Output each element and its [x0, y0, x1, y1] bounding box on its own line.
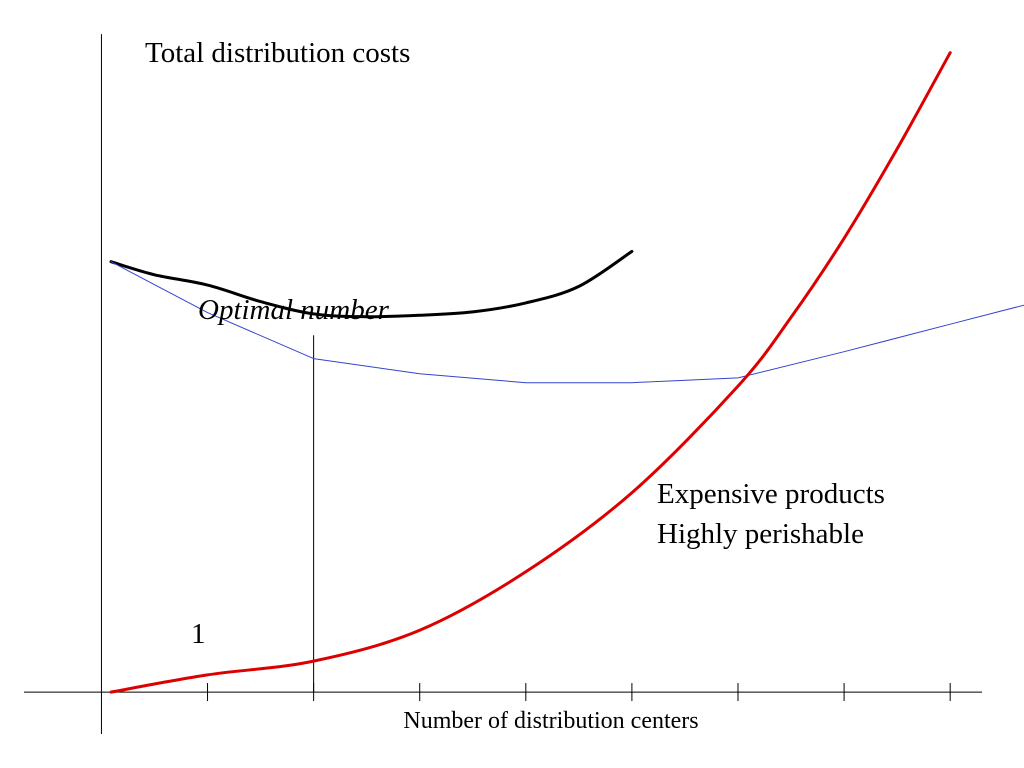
blue-cost-line	[110, 261, 1024, 384]
red-cost-curve	[109, 51, 952, 694]
series-lines	[109, 51, 1024, 694]
total-costs-label: Total distribution costs	[145, 37, 410, 69]
one-label: 1	[191, 618, 206, 650]
highly-perishable-label: Highly perishable	[657, 518, 864, 550]
optimal-number-label: Optimal number	[198, 294, 390, 326]
axes	[24, 34, 982, 734]
expensive-products-label: Expensive products	[657, 478, 885, 510]
x-axis-label: Number of distribution centers	[403, 708, 698, 734]
total-costs-curve	[109, 249, 634, 319]
